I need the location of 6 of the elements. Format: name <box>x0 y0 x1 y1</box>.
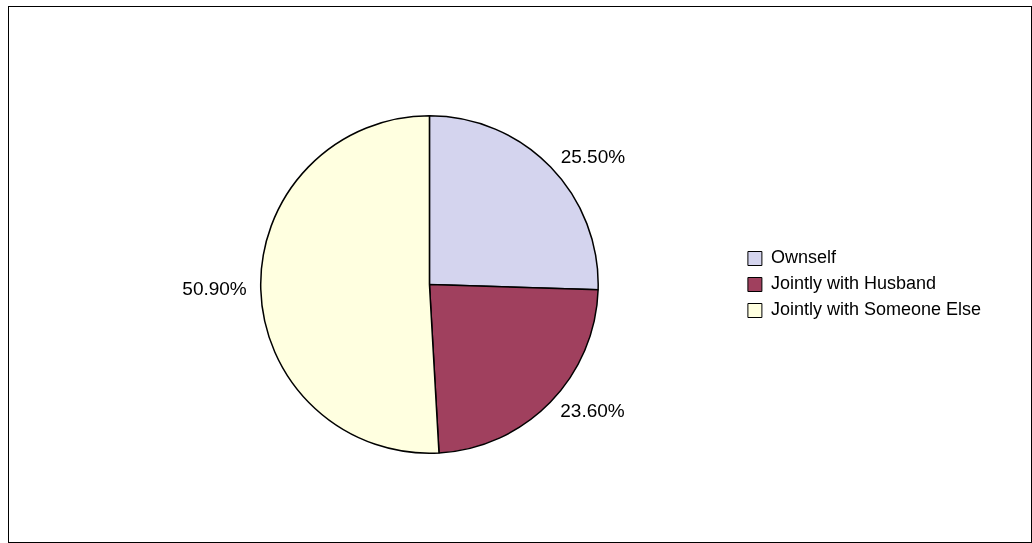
legend-label: Jointly with Someone Else <box>770 299 982 320</box>
data-label: 23.60% <box>560 400 625 422</box>
legend-label: Jointly with Husband <box>770 273 936 294</box>
legend-label: Ownself <box>770 247 837 268</box>
data-label: 25.50% <box>560 145 626 167</box>
data-label: 50.90% <box>182 277 247 299</box>
